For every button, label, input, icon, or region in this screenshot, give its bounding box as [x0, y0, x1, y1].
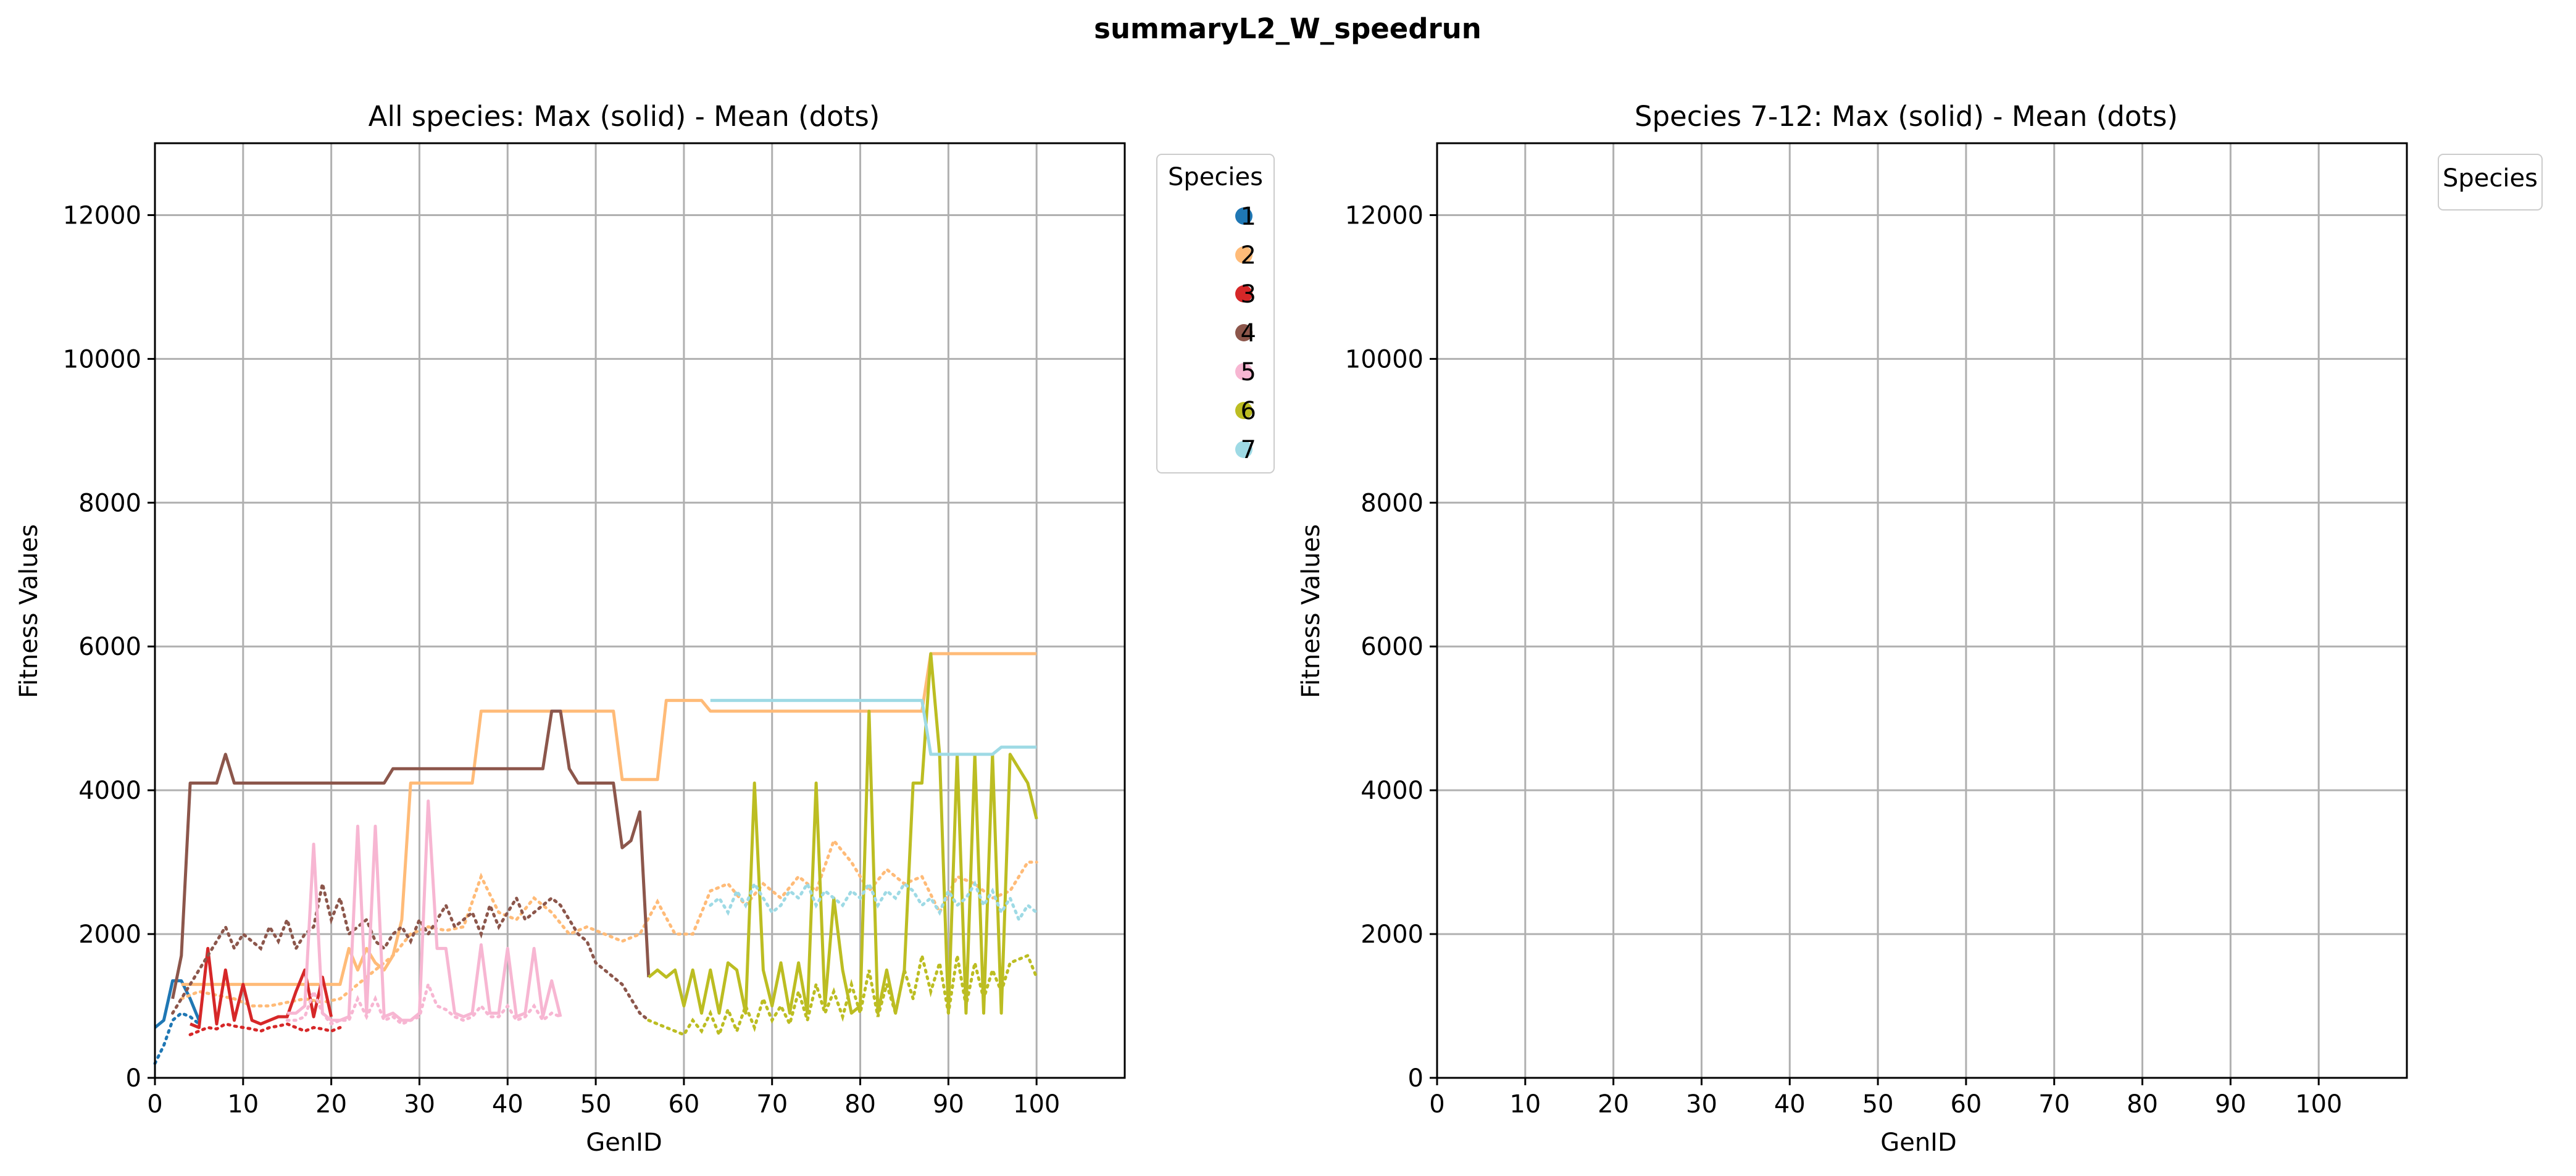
x-axis-label: GenID [586, 1128, 662, 1157]
x-tick-label: 0 [147, 1090, 162, 1119]
legend-label-2: 2 [1241, 241, 1256, 270]
x-tick-label: 90 [933, 1090, 964, 1119]
chart-title: Species 7-12: Max (solid) - Mean (dots) [1635, 100, 2178, 133]
y-tick-label: 0 [1408, 1064, 1423, 1093]
legend-marker-1 [1235, 207, 1253, 225]
y-tick-label: 10000 [63, 345, 141, 373]
y-tick-label: 6000 [78, 633, 141, 661]
x-tick-label: 30 [1686, 1090, 1717, 1119]
plot-area-frame [1436, 142, 2408, 1079]
x-tick-label: 20 [315, 1090, 347, 1119]
y-tick-label: 2000 [78, 920, 141, 949]
x-tick-label: 100 [1013, 1090, 1060, 1119]
series-5-mean-line [285, 979, 562, 1026]
legend-box [2438, 154, 2543, 211]
legend: Species 1 2 3 4 5 6 7 [1156, 154, 1275, 473]
y-tick-label: 12000 [63, 201, 141, 230]
legend-marker-4 [1235, 324, 1253, 341]
series-7-max-line [710, 699, 1037, 756]
x-tick-label: 50 [580, 1090, 612, 1119]
legend-title: Species [2443, 164, 2538, 193]
x-tick-label: 0 [1429, 1090, 1444, 1119]
legend-marker-5 [1235, 363, 1253, 380]
x-tick-label: 50 [1862, 1090, 1894, 1119]
x-tick-label: 20 [1598, 1090, 1629, 1119]
x-tick-label: 40 [1774, 1090, 1806, 1119]
y-tick-label: 2000 [1361, 920, 1423, 949]
legend-marker-7 [1235, 441, 1253, 458]
plot-area-frame [154, 142, 1126, 1079]
legend-label-4: 4 [1241, 319, 1256, 348]
series-5-max-line [287, 799, 562, 1022]
legend-marker-3 [1235, 285, 1253, 302]
series-3-mean-line [188, 1022, 342, 1036]
series-4-max-line [171, 709, 651, 999]
chart-title: All species: Max (solid) - Mean (dots) [369, 100, 880, 133]
legend-box [1156, 154, 1275, 473]
x-tick-label: 80 [844, 1090, 876, 1119]
series-3-max-line [190, 946, 333, 1029]
y-tick-label: 12000 [1345, 201, 1423, 230]
legend: Species [2438, 154, 2543, 211]
series-2-mean-line [180, 837, 1038, 1007]
x-tick-label: 60 [668, 1090, 699, 1119]
y-tick-label: 8000 [1361, 489, 1423, 517]
series-1-max-line [154, 979, 201, 1029]
y-tick-label: 4000 [1361, 777, 1423, 805]
series-1-mean-line [153, 1011, 201, 1065]
legend-marker-2 [1235, 246, 1253, 264]
x-tick-label: 70 [756, 1090, 788, 1119]
legend-label-3: 3 [1241, 280, 1256, 309]
x-tick-label: 40 [492, 1090, 523, 1119]
y-axis-label: Fitness Values [15, 524, 43, 698]
y-tick-label: 0 [126, 1064, 141, 1093]
legend-label-5: 5 [1241, 358, 1256, 386]
x-axis-label: GenID [1880, 1128, 1957, 1157]
legend-label-7: 7 [1241, 436, 1256, 464]
x-tick-label: 30 [404, 1090, 435, 1119]
legend-label-1: 1 [1241, 202, 1256, 231]
x-tick-label: 80 [2127, 1090, 2158, 1119]
y-tick-label: 6000 [1361, 633, 1423, 661]
x-tick-label: 10 [1509, 1090, 1541, 1119]
y-axis-label: Fitness Values [1297, 524, 1325, 698]
series-6-mean-line [647, 953, 1038, 1040]
series-7-mean-line [709, 880, 1038, 924]
series-6-max-line [648, 652, 1038, 1015]
x-tick-label: 70 [2038, 1090, 2070, 1119]
chart-panel-species-7-12: Species 7-12: Max (solid) - Mean (dots) … [1297, 100, 2543, 1157]
figure-suptitle: summaryL2_W_speedrun [1094, 12, 1482, 45]
x-tick-label: 100 [2295, 1090, 2342, 1119]
y-tick-label: 10000 [1345, 345, 1423, 373]
chart-panel-all-species: All species: Max (solid) - Mean (dots) G… [15, 100, 1275, 1157]
series-4-mean-line [171, 883, 651, 1022]
x-tick-label: 60 [1950, 1090, 1982, 1119]
legend-label-6: 6 [1241, 397, 1256, 425]
legend-marker-6 [1235, 402, 1253, 419]
x-tick-label: 90 [2215, 1090, 2246, 1119]
y-tick-label: 4000 [78, 777, 141, 805]
x-tick-label: 10 [227, 1090, 259, 1119]
y-tick-label: 8000 [78, 489, 141, 517]
legend-title: Species [1168, 163, 1263, 191]
series-2-max-line [181, 652, 1037, 986]
